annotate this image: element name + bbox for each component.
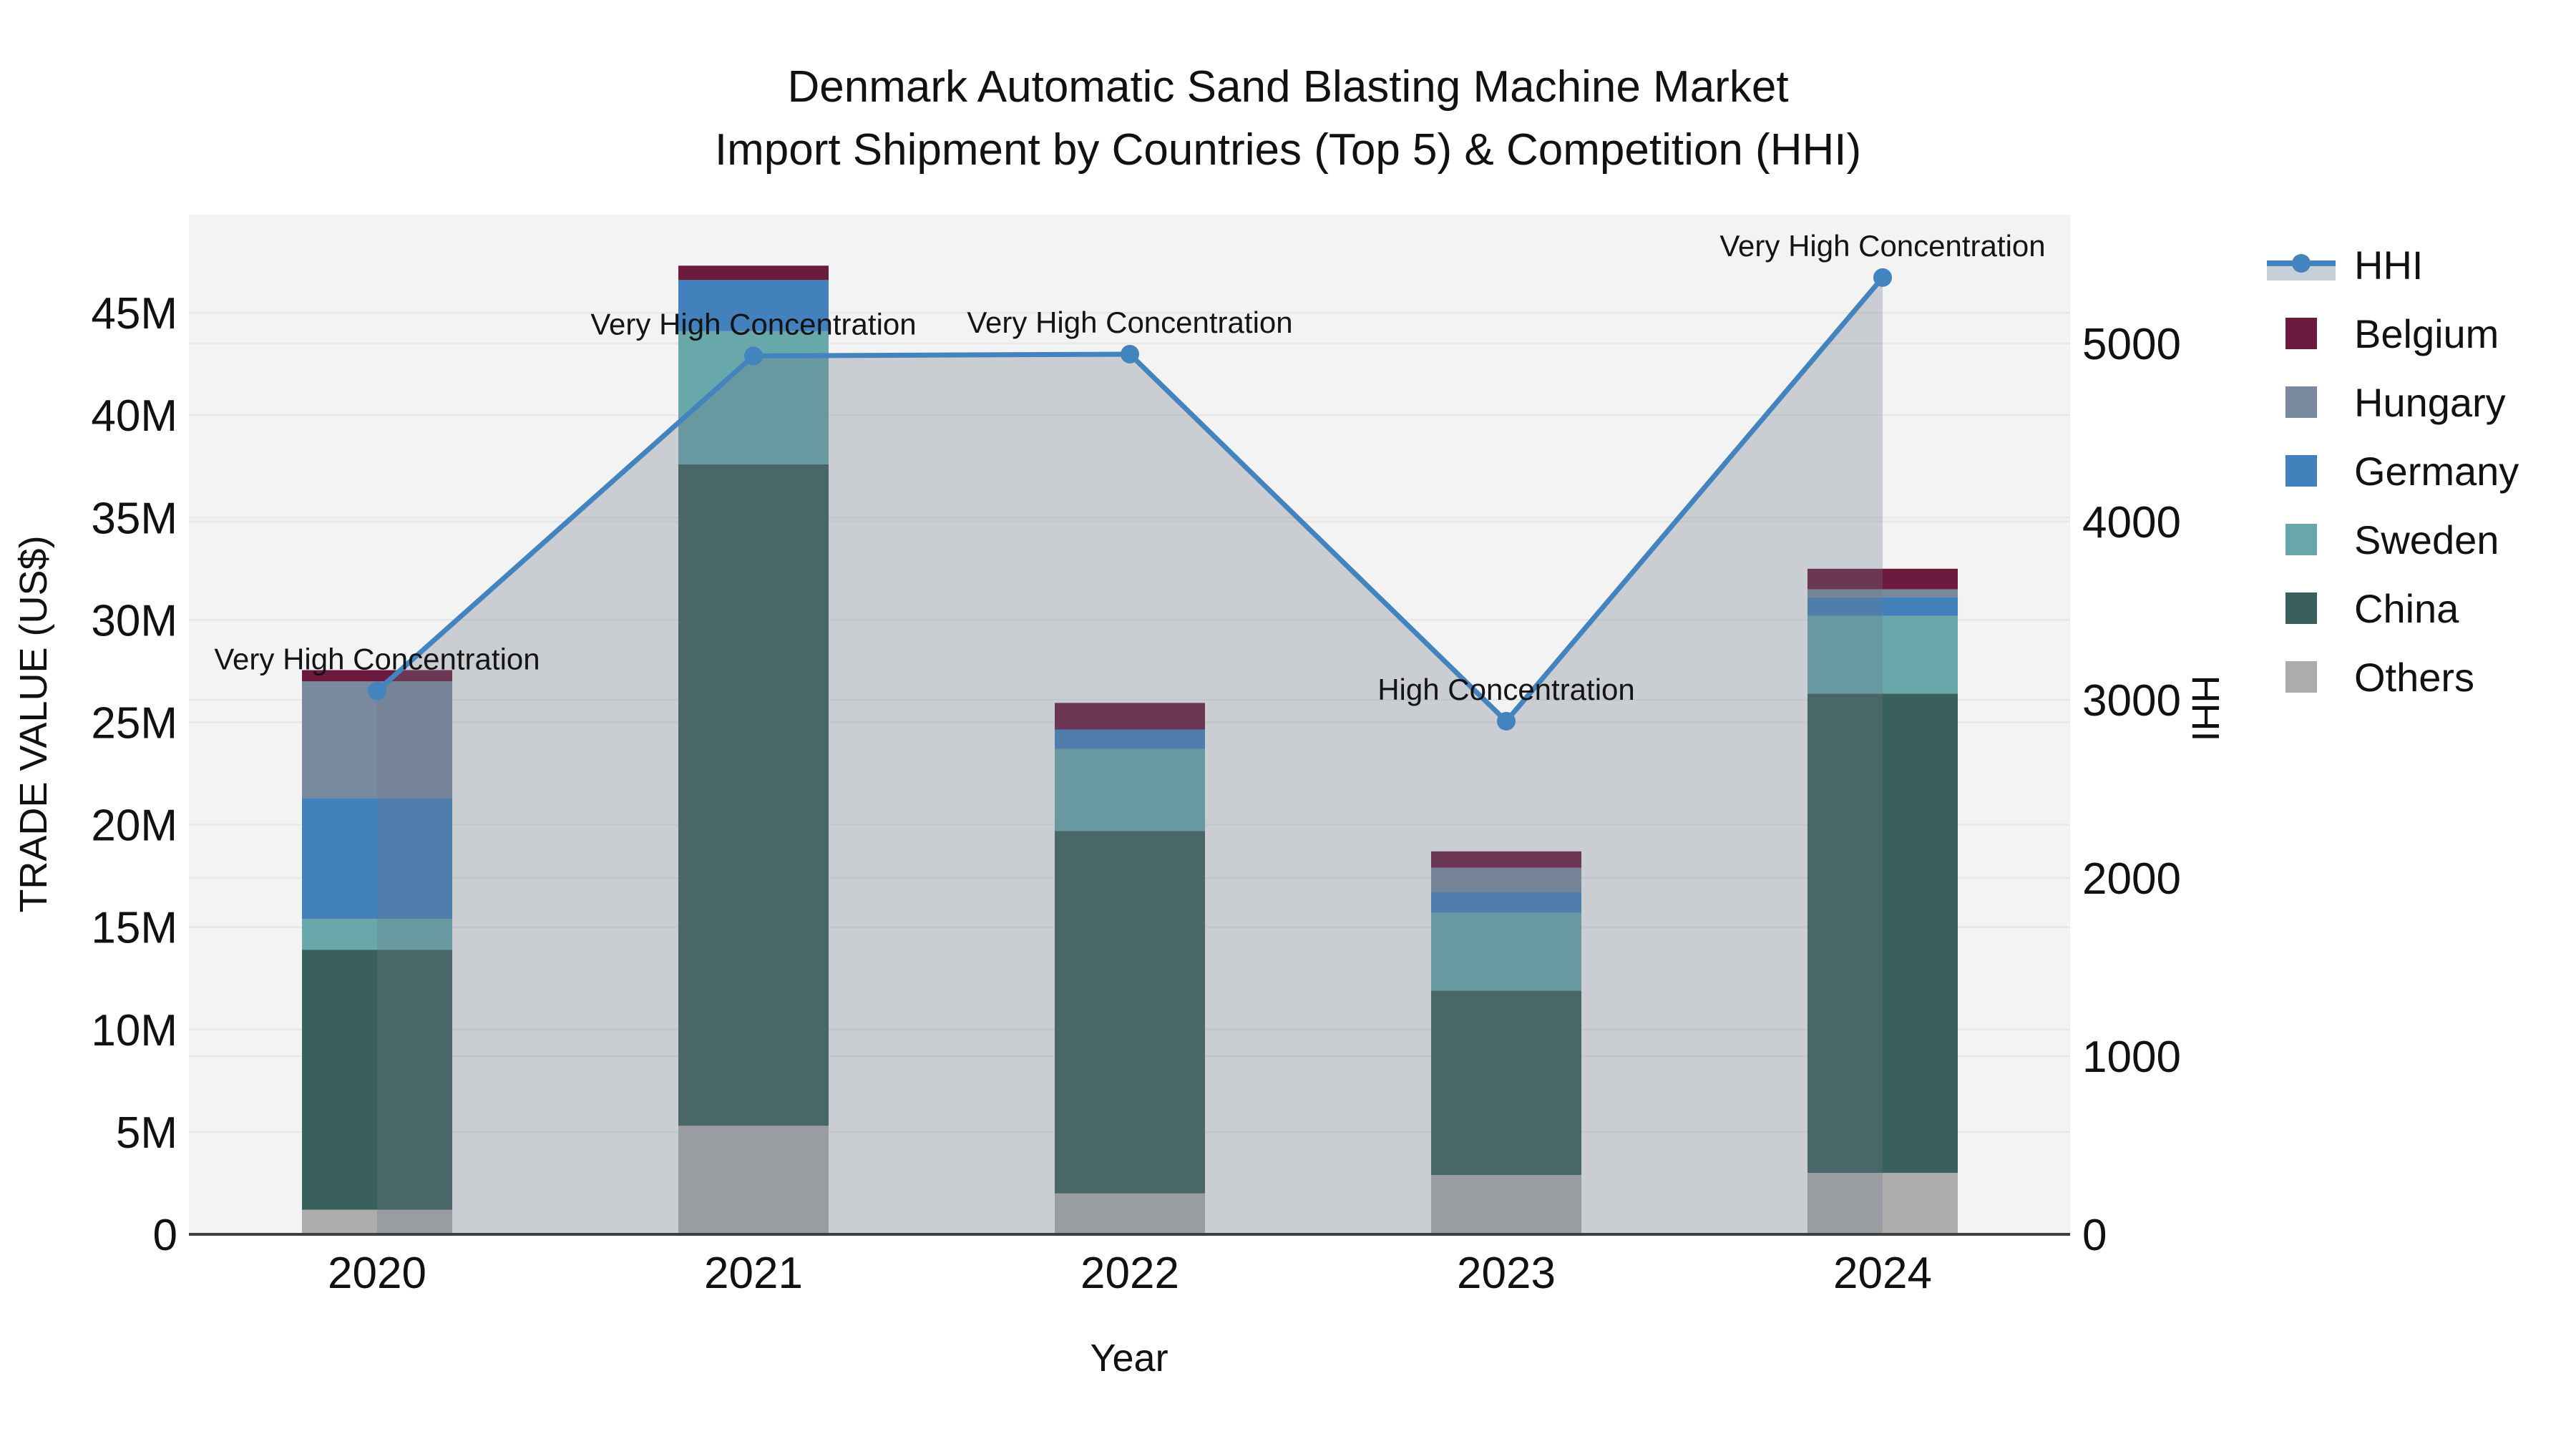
hhi-line-swatch-icon	[2267, 230, 2336, 299]
legend-label-others: Others	[2354, 654, 2475, 700]
y-left-tick-label-10M: 10M	[91, 1006, 177, 1055]
sweden-color-square	[2285, 524, 2317, 555]
others-swatch-icon	[2267, 643, 2336, 711]
legend: HHI Belgium Hungary Germany Sweden China Other…	[2267, 230, 2519, 711]
bar-segment-others-2021[interactable]	[678, 1126, 829, 1234]
bar-segment-belgium-2023[interactable]	[1431, 851, 1581, 868]
bar-segment-belgium-2021[interactable]	[678, 265, 829, 280]
bar-segment-others-2020[interactable]	[302, 1209, 452, 1234]
bar-segment-hungary-2023[interactable]	[1431, 867, 1581, 893]
annotation-2023: High Concentration	[1377, 673, 1635, 706]
legend-label-hhi: HHI	[2354, 242, 2424, 288]
bar-segment-germany-2024[interactable]	[1807, 597, 1958, 616]
bar-segment-hungary-2020[interactable]	[302, 681, 452, 799]
y-right-tick-label-5000: 5000	[2082, 320, 2181, 369]
bar-segment-germany-2022[interactable]	[1055, 729, 1205, 749]
y-left-tick-label-45M: 45M	[91, 289, 177, 338]
annotation-2024: Very High Concentration	[1719, 229, 2045, 263]
germany-color-square	[2285, 455, 2317, 487]
bar-segment-hungary-2024[interactable]	[1807, 589, 1958, 597]
legend-item-sweden[interactable]: Sweden	[2267, 505, 2519, 574]
x-tick-label-2024: 2024	[1833, 1249, 1932, 1298]
belgium-swatch-icon	[2267, 299, 2336, 368]
legend-label-hungary: Hungary	[2354, 379, 2506, 425]
x-tick-label-2023: 2023	[1457, 1249, 1556, 1298]
bar-segment-china-2022[interactable]	[1055, 831, 1205, 1194]
bar-segment-germany-2020[interactable]	[302, 798, 452, 919]
bar-segment-china-2024[interactable]	[1807, 693, 1958, 1174]
y-right-tick-label-4000: 4000	[2082, 498, 2181, 547]
legend-label-belgium: Belgium	[2354, 311, 2499, 356]
y-left-tick-label-15M: 15M	[91, 904, 177, 953]
legend-label-germany: Germany	[2354, 448, 2519, 494]
bar-segment-germany-2023[interactable]	[1431, 892, 1581, 913]
chart-title-line2: Import Shipment by Countries (Top 5) & C…	[714, 125, 1862, 175]
bar-segment-belgium-2024[interactable]	[1807, 568, 1958, 590]
bar-segment-others-2022[interactable]	[1055, 1193, 1205, 1234]
bar-segment-others-2023[interactable]	[1431, 1175, 1581, 1234]
hhi-marker-2020[interactable]	[368, 681, 386, 701]
germany-swatch-icon	[2267, 436, 2336, 505]
bar-segment-sweden-2024[interactable]	[1807, 615, 1958, 694]
annotation-2022: Very High Concentration	[967, 306, 1292, 339]
y-right-tick-label-3000: 3000	[2082, 676, 2181, 726]
hhi-marker-2021[interactable]	[744, 346, 763, 366]
y-left-tick-label-35M: 35M	[91, 494, 177, 543]
bar-segment-others-2024[interactable]	[1807, 1173, 1958, 1234]
legend-item-hhi[interactable]: HHI	[2267, 230, 2519, 299]
hhi-marker-2024[interactable]	[1873, 268, 1892, 287]
bar-segment-belgium-2022[interactable]	[1055, 703, 1205, 730]
annotation-2020: Very High Concentration	[214, 643, 540, 676]
legend-item-hungary[interactable]: Hungary	[2267, 368, 2519, 436]
y-left-tick-label-5M: 5M	[116, 1108, 177, 1158]
china-color-square	[2285, 592, 2317, 624]
bar-segment-china-2021[interactable]	[678, 464, 829, 1126]
china-swatch-icon	[2267, 574, 2336, 643]
y-left-tick-label-25M: 25M	[91, 699, 177, 748]
x-tick-label-2020: 2020	[328, 1249, 426, 1298]
x-tick-label-2021: 2021	[704, 1249, 803, 1298]
y-right-tick-label-0: 0	[2082, 1211, 2107, 1260]
chart-title-line1: Denmark Automatic Sand Blasting Machine …	[787, 62, 1789, 112]
y-left-tick-label-40M: 40M	[91, 391, 177, 441]
legend-item-china[interactable]: China	[2267, 574, 2519, 643]
bar-segment-belgium-2020[interactable]	[302, 670, 452, 682]
chart-title: Denmark Automatic Sand Blasting Machine …	[0, 56, 2576, 182]
hhi-area-fill	[377, 277, 1883, 1234]
bar-segment-germany-2021[interactable]	[678, 280, 829, 331]
y-axis-title-right: HHI	[2184, 675, 2227, 742]
hhi-marker-2022[interactable]	[1121, 344, 1139, 364]
y-left-tick-label-30M: 30M	[91, 596, 177, 645]
bar-segment-sweden-2023[interactable]	[1431, 912, 1581, 991]
annotation-2021: Very High Concentration	[590, 307, 916, 341]
belgium-color-square	[2285, 318, 2317, 349]
legend-label-china: China	[2354, 585, 2459, 631]
bar-segment-china-2023[interactable]	[1431, 990, 1581, 1176]
legend-label-sweden: Sweden	[2354, 517, 2499, 562]
y-left-tick-label-20M: 20M	[91, 801, 177, 851]
legend-item-others[interactable]: Others	[2267, 643, 2519, 711]
sweden-swatch-icon	[2267, 505, 2336, 574]
others-color-square	[2285, 661, 2317, 693]
y-left-tick-label-0: 0	[153, 1211, 177, 1260]
bar-segment-sweden-2020[interactable]	[302, 919, 452, 950]
bar-segment-sweden-2022[interactable]	[1055, 748, 1205, 831]
bar-segment-china-2020[interactable]	[302, 950, 452, 1210]
x-tick-label-2022: 2022	[1080, 1249, 1179, 1298]
y-right-tick-label-1000: 1000	[2082, 1033, 2181, 1082]
hungary-swatch-icon	[2267, 368, 2336, 436]
legend-item-germany[interactable]: Germany	[2267, 436, 2519, 505]
hungary-color-square	[2285, 386, 2317, 418]
y-right-tick-label-2000: 2000	[2082, 854, 2181, 904]
x-axis-title: Year	[1090, 1337, 1169, 1380]
hhi-marker-2023[interactable]	[1497, 711, 1516, 731]
y-axis-title-left: TRADE VALUE (US$)	[12, 535, 55, 913]
legend-item-belgium[interactable]: Belgium	[2267, 299, 2519, 368]
